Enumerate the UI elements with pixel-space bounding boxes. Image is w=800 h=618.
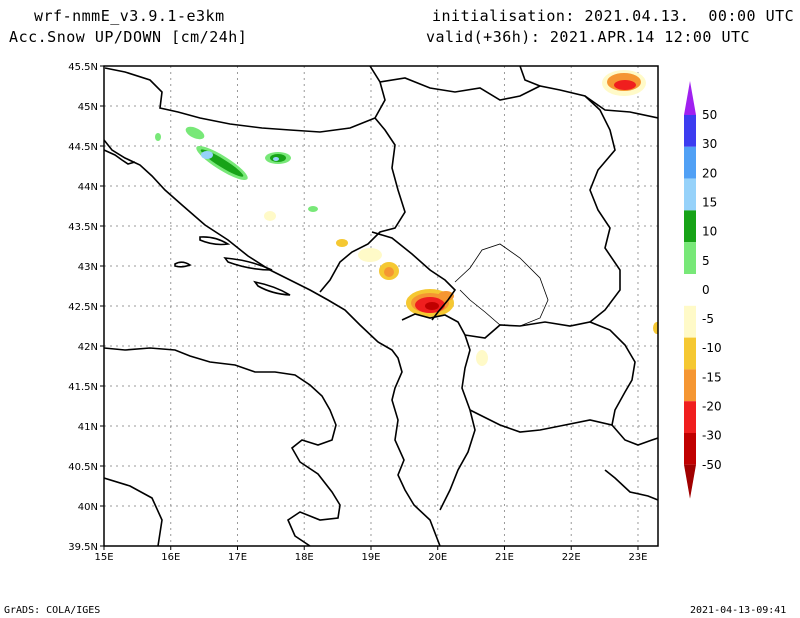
colorbar-label: -20 [702, 400, 722, 414]
x-tick-label: 21E [495, 552, 514, 563]
y-tick-label: 42.5N [68, 302, 98, 313]
y-tick-label: 41.5N [68, 382, 98, 393]
italy-coast-south [104, 477, 163, 546]
y-tick-label: 45.5N [68, 62, 98, 73]
y-tick-label: 44.5N [68, 142, 98, 153]
island-2 [223, 257, 273, 271]
snow-field [155, 70, 658, 366]
y-tick-label: 43N [78, 262, 98, 273]
colorbar-bottom-arrow [684, 464, 696, 499]
adriatic-coast [104, 139, 441, 546]
y-tick-label: 43.5N [68, 222, 98, 233]
colorbar-label: -10 [702, 341, 722, 355]
greece-coast [604, 469, 658, 501]
map-grid [104, 66, 658, 546]
colorbar-segment [684, 210, 696, 243]
y-tick-label: 39.5N [68, 542, 98, 553]
x-tick-label: 18E [295, 552, 314, 563]
x-tick-label: 19E [361, 552, 380, 563]
colorbar-segment [684, 305, 696, 338]
colorbar-segment [684, 242, 696, 274]
valid-time: valid(+36h): 2021.APR.14 12:00 UTC [426, 28, 751, 46]
colorbar-top-arrow [684, 81, 696, 115]
colorbar-label: 20 [702, 166, 717, 180]
istria-coast [104, 149, 136, 165]
macedonia-border [464, 321, 636, 433]
colorbar-label: 10 [702, 225, 717, 239]
greece-border [611, 424, 658, 446]
croatia-border [104, 66, 386, 133]
credit-text: GrADS: COLA/IGES [4, 605, 101, 616]
kosovo-border [454, 243, 549, 327]
colorbar-label: -30 [702, 429, 722, 443]
snow-patch-central [264, 211, 658, 366]
y-tick-label: 41N [78, 422, 98, 433]
colorbar-label: -5 [702, 312, 714, 326]
colorbar-segment [684, 115, 696, 147]
snow-patch-northeast [602, 70, 646, 96]
y-tick-label: 40.5N [68, 462, 98, 473]
colorbar-label: 0 [702, 283, 710, 297]
x-tick-label: 20E [428, 552, 447, 563]
italy-coast [104, 347, 341, 546]
colorbar-label: 30 [702, 137, 717, 151]
colorbar-label: 50 [702, 108, 717, 122]
romania-bulgaria-border [519, 66, 658, 119]
model-title: wrf-nmmE_v3.9.1-e3km [34, 7, 225, 25]
colorbar-label: -50 [702, 458, 722, 472]
colorbar-segment [684, 274, 696, 306]
colorbar-label: 5 [702, 254, 710, 268]
longitude-axis: 15E 16E 17E 18E 19E 20E 21E 22E 23E [94, 546, 647, 563]
island-1 [199, 236, 231, 246]
albania-border [401, 313, 476, 511]
field-title: h Acc.Snow UP/DOWN [cm/24h] [0, 28, 248, 46]
y-tick-label: 44N [78, 182, 98, 193]
colorbar-segment [684, 369, 696, 402]
x-tick-label: 15E [94, 552, 113, 563]
serbia-east-border [379, 77, 621, 323]
island-3 [253, 280, 291, 296]
x-tick-label: 22E [562, 552, 581, 563]
y-tick-label: 45N [78, 102, 98, 113]
colorbar-label: 15 [702, 195, 717, 209]
x-tick-label: 16E [161, 552, 180, 563]
x-tick-label: 23E [628, 552, 647, 563]
serbia-montenegro-border [371, 231, 457, 321]
colorbar-segment [684, 433, 696, 465]
y-tick-label: 40N [78, 502, 98, 513]
bosnia-border [319, 117, 406, 293]
colorbar-segment [684, 337, 696, 370]
colorbar-segment [684, 178, 696, 211]
timestamp-text: 2021-04-13-09:41 [690, 605, 787, 616]
snow-patch-montenegro-albania [406, 289, 454, 317]
coastlines-borders [104, 66, 658, 546]
latitude-axis: 39.5N 40N 40.5N 41N 41.5N 42N 42.5N 43N 43.5N 44N… [68, 62, 104, 553]
y-tick-label: 42N [78, 342, 98, 353]
init-time: initialisation: 2021.04.13. 00:00 UTC [432, 7, 795, 25]
colorbar-segment [684, 401, 696, 433]
colorbar-label: -15 [702, 370, 722, 384]
island-4 [174, 261, 192, 268]
colorbar-segment [684, 146, 696, 179]
snow-patch-dinaric-accumulation [155, 126, 318, 212]
x-tick-label: 17E [228, 552, 247, 563]
